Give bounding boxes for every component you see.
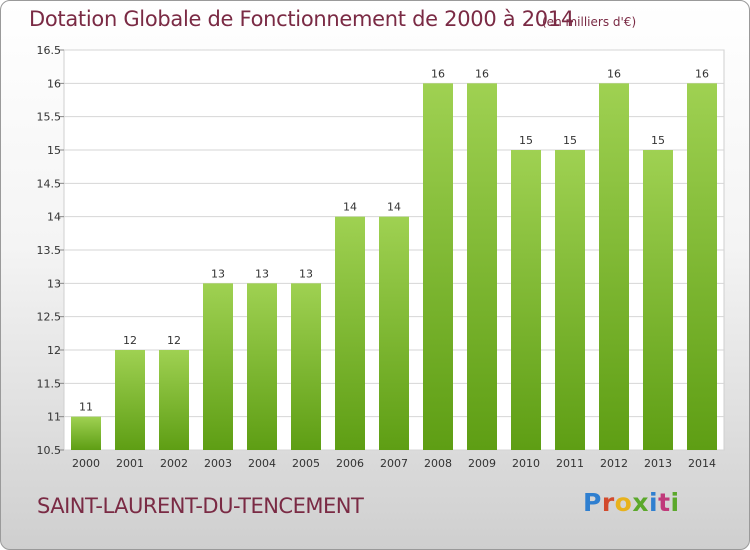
data-label: 13 <box>299 267 313 280</box>
y-tick-label: 14.5 <box>37 177 62 190</box>
y-tick-label: 16 <box>47 77 61 90</box>
bar-2003 <box>203 283 233 450</box>
data-label: 15 <box>651 134 665 147</box>
bar-2014 <box>687 83 717 450</box>
y-tick-label: 15.5 <box>37 111 62 124</box>
bar-2013 <box>643 150 673 450</box>
proxiti-logo: Proxiti <box>583 488 680 517</box>
x-tick-label: 2005 <box>292 457 320 470</box>
data-label: 12 <box>123 334 137 347</box>
data-label: 13 <box>255 267 269 280</box>
bar-2009 <box>467 83 497 450</box>
bar-2005 <box>291 283 321 450</box>
data-label: 12 <box>167 334 181 347</box>
y-tick-label: 13.5 <box>37 244 62 257</box>
y-tick-label: 11 <box>47 411 61 424</box>
bar-2012 <box>599 83 629 450</box>
x-tick-label: 2008 <box>424 457 452 470</box>
y-axis: 10.5 11 11.5 12 12.5 13 13.5 14 14.5 15 15.5 16 16.5 <box>37 44 64 457</box>
chart-subtitle: (en milliers d'€) <box>542 15 637 29</box>
x-tick-label: 2000 <box>72 457 100 470</box>
y-tick-label: 12.5 <box>37 311 62 324</box>
y-tick-label: 15 <box>47 144 61 157</box>
commune-name: SAINT-LAURENT-DU-TENCEMENT <box>37 494 364 518</box>
data-label: 15 <box>519 134 533 147</box>
x-tick-label: 2014 <box>688 457 716 470</box>
chart-title: Dotation Globale de Fonctionnement de 20… <box>29 7 574 31</box>
y-tick-label: 10.5 <box>37 444 62 457</box>
data-labels: 11 12 12 13 13 13 14 14 16 16 15 15 16 15 16 <box>79 67 709 413</box>
data-label: 16 <box>431 67 445 80</box>
x-tick-label: 2007 <box>380 457 408 470</box>
data-label: 11 <box>79 401 93 414</box>
bar-2000 <box>71 416 101 450</box>
data-label: 14 <box>343 201 357 214</box>
bar-2001 <box>115 350 145 450</box>
x-tick-label: 2010 <box>512 457 540 470</box>
data-label: 16 <box>607 67 621 80</box>
bar-2004 <box>247 283 277 450</box>
y-tick-label: 13 <box>47 277 61 290</box>
bar-2008 <box>423 83 453 450</box>
bar-2010 <box>511 150 541 450</box>
x-tick-label: 2003 <box>204 457 232 470</box>
data-label: 15 <box>563 134 577 147</box>
bar-2006 <box>335 216 365 450</box>
x-tick-label: 2009 <box>468 457 496 470</box>
x-axis: 2000 2001 2002 2003 2004 2005 2006 2007 2008 2009… <box>72 457 716 470</box>
x-tick-label: 2001 <box>116 457 144 470</box>
y-tick-label: 11.5 <box>37 377 62 390</box>
bar-2002 <box>159 350 189 450</box>
data-label: 13 <box>211 267 225 280</box>
data-label: 16 <box>475 67 489 80</box>
x-tick-label: 2004 <box>248 457 276 470</box>
data-label: 16 <box>695 67 709 80</box>
y-tick-label: 12 <box>47 344 61 357</box>
y-tick-label: 16.5 <box>37 44 62 57</box>
x-tick-label: 2011 <box>556 457 584 470</box>
x-tick-label: 2006 <box>336 457 364 470</box>
x-tick-label: 2012 <box>600 457 628 470</box>
y-tick-label: 14 <box>47 211 61 224</box>
bar-2007 <box>379 216 409 450</box>
data-label: 14 <box>387 201 401 214</box>
bar-2011 <box>555 150 585 450</box>
x-tick-label: 2002 <box>160 457 188 470</box>
x-tick-label: 2013 <box>644 457 672 470</box>
bars <box>71 83 717 450</box>
